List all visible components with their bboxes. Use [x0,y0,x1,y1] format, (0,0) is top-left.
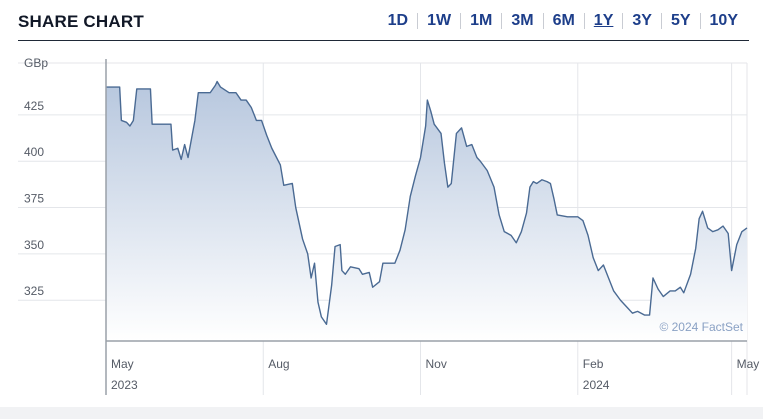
range-selector: 1D 1W 1M 3M 6M 1Y 3Y 5Y 10Y [379,12,747,30]
x-year-label: 2024 [583,378,610,392]
range-button-1y[interactable]: 1Y [593,12,614,29]
range-button-3m[interactable]: 3M [511,12,534,29]
chart-title: SHARE CHART [18,12,144,31]
range-separator [660,13,662,29]
y-tick-label: 425 [24,99,44,113]
x-tick-label: May [111,357,134,371]
y-tick-label: 375 [24,192,44,206]
y-unit-label: GBp [24,56,48,70]
range-button-1w[interactable]: 1W [427,12,452,29]
range-button-10y[interactable]: 10Y [709,12,738,29]
range-button-1d[interactable]: 1D [387,12,409,29]
y-tick-label: 325 [24,284,44,298]
x-tick-label: Feb [583,357,604,371]
y-tick-label: 350 [24,238,44,252]
x-tick-label: Nov [426,357,447,371]
range-button-6m[interactable]: 6M [552,12,575,29]
range-button-3y[interactable]: 3Y [632,12,652,29]
chart-canvas: 325 350 375 400 425 GBp May 2023 Aug Nov Feb 2024 Ma… [18,56,760,395]
range-separator [699,13,701,29]
x-tick-label: Aug [268,357,289,371]
range-separator [542,13,544,29]
x-year-label: 2023 [111,378,138,392]
range-separator [460,13,462,29]
price-line [106,80,748,326]
chart-header: SHARE CHART 1D 1W 1M 3M 6M 1Y 3Y 5Y 10Y [0,0,763,40]
range-button-5y[interactable]: 5Y [670,12,691,29]
y-tick-label: 400 [24,145,44,159]
watermark: © 2024 FactSet [659,320,743,334]
x-tick-label: May [737,357,760,371]
range-separator [622,13,624,29]
share-price-chart: 325 350 375 400 425 GBp May 2023 Aug Nov Feb 2024 Ma… [0,45,763,410]
range-separator [583,13,585,29]
header-divider [18,40,749,41]
range-separator [501,13,503,29]
footer-strip [0,407,763,419]
price-area-fill [106,81,747,341]
range-separator [417,13,419,29]
range-button-1m[interactable]: 1M [470,12,493,29]
